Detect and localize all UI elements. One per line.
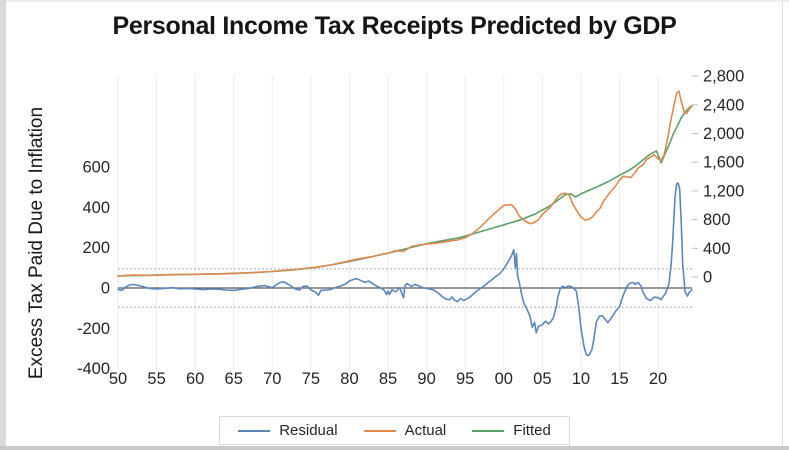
x-tick-label: 95 [456, 370, 474, 388]
legend: Residual Actual Fitted [0, 416, 789, 445]
right-tick-label: 2,800 [703, 68, 744, 86]
right-tick-label: 800 [703, 211, 731, 229]
left-tick-label: -400 [77, 360, 110, 378]
x-tick-label: 60 [186, 370, 204, 388]
legend-label-fitted: Fitted [513, 422, 551, 439]
x-tick-label: 20 [649, 370, 667, 388]
right-tick-label: 2,000 [703, 125, 744, 143]
left-tick-label: -200 [77, 320, 110, 338]
right-tick-label: 0 [703, 269, 712, 287]
screenshot-right-edge [782, 0, 783, 446]
residual-line [117, 182, 693, 357]
x-tick-label: 65 [225, 370, 243, 388]
legend-line-sample-fitted [472, 429, 505, 432]
legend-line-sample-actual [363, 429, 396, 432]
x-tick-label: 55 [147, 370, 165, 388]
right-tick-label: 1,200 [703, 182, 744, 200]
x-tick-label: 50 [109, 370, 127, 388]
legend-item-actual: Actual [363, 422, 447, 439]
x-tick-label: 90 [417, 370, 435, 388]
left-tick-label: 0 [101, 280, 110, 298]
legend-item-fitted: Fitted [472, 422, 551, 439]
left-tick-label: 600 [82, 158, 110, 176]
legend-line-sample-residual [238, 429, 271, 432]
right-tick-label: 400 [703, 240, 731, 258]
x-tick-label: 15 [610, 370, 628, 388]
x-tick-label: 05 [533, 370, 551, 388]
x-tick-label: 10 [572, 370, 590, 388]
left-tick-label: 400 [82, 199, 110, 217]
x-tick-label: 70 [263, 370, 281, 388]
legend-box: Residual Actual Fitted [219, 416, 570, 445]
legend-item-residual: Residual [238, 422, 338, 439]
legend-label-residual: Residual [279, 422, 338, 439]
screenshot-bottom-edge [0, 446, 789, 450]
legend-label-actual: Actual [404, 422, 447, 439]
right-tick-label: 1,600 [703, 154, 744, 172]
x-tick-label: 85 [379, 370, 397, 388]
actual-line [117, 90, 693, 277]
left-tick-label: 200 [82, 239, 110, 257]
screenshot-left-edge [0, 0, 6, 450]
x-tick-label: 75 [302, 370, 320, 388]
x-tick-label: 00 [495, 370, 513, 388]
screenshot-top-edge [0, 0, 789, 2]
x-tick-label: 80 [340, 370, 358, 388]
right-tick-label: 2,400 [703, 96, 744, 114]
chart-title: Personal Income Tax Receipts Predicted b… [112, 12, 677, 40]
